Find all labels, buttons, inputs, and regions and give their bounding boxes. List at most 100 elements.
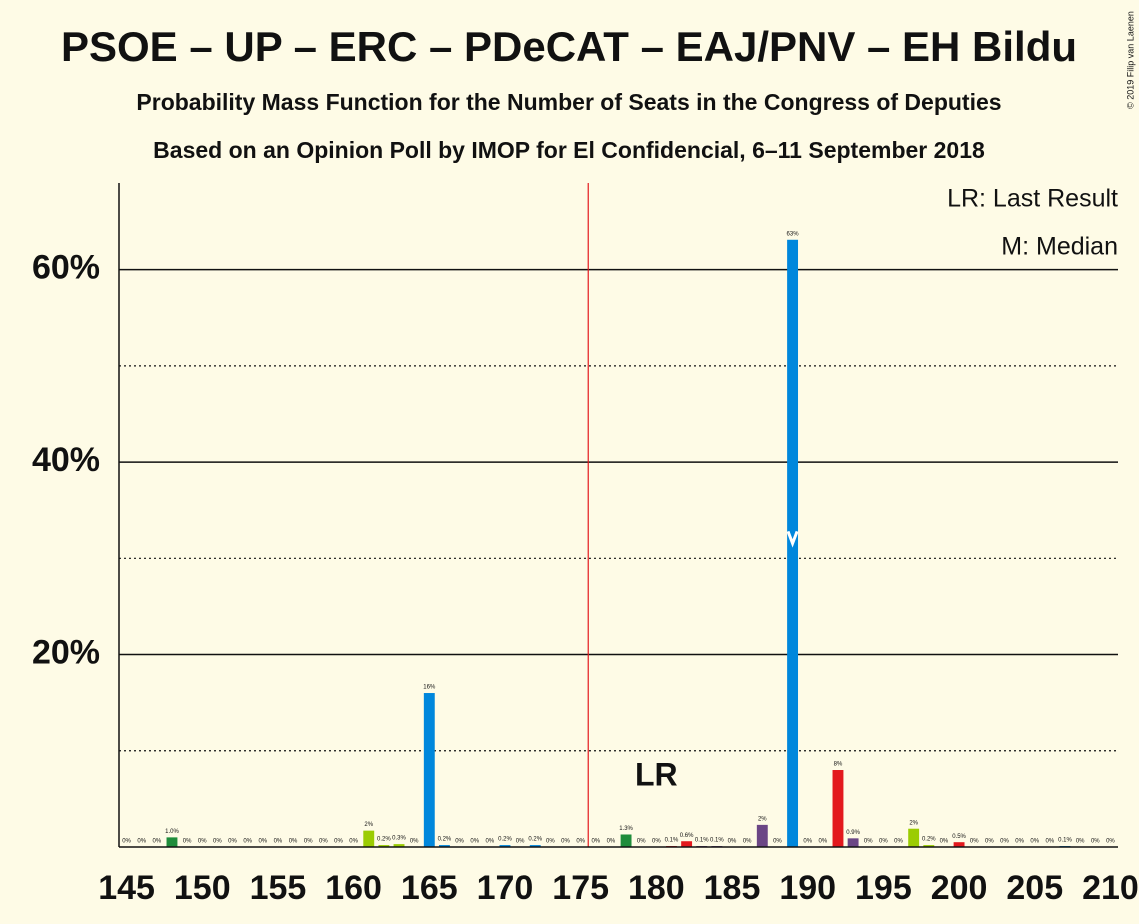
value-label: 0%	[122, 839, 131, 845]
value-label: 0%	[198, 839, 207, 845]
value-label: 0%	[879, 839, 888, 845]
copyright: © 2019 Filip van Laenen	[1125, 11, 1135, 109]
value-label: 0.2%	[528, 837, 542, 843]
value-label: 0%	[334, 839, 343, 845]
y-tick-label: 20%	[32, 634, 100, 672]
x-tick-label: 190	[779, 869, 836, 907]
value-label: 0%	[137, 839, 146, 845]
value-label: 0%	[1030, 839, 1039, 845]
value-label: 0%	[940, 839, 949, 845]
x-tick-label: 145	[98, 869, 155, 907]
x-tick-label: 155	[250, 869, 307, 907]
value-label: 0%	[1015, 839, 1024, 845]
value-label: 0%	[970, 839, 979, 845]
value-label: 0%	[864, 839, 873, 845]
value-label: 0.1%	[665, 838, 679, 844]
bar	[847, 838, 859, 847]
bar	[529, 845, 541, 847]
value-label: 16%	[423, 685, 436, 691]
legend-entry: LR: Last Result	[947, 185, 1118, 213]
value-label: 0%	[183, 839, 192, 845]
bar	[166, 837, 178, 847]
value-label: 8%	[834, 762, 843, 768]
bar	[620, 834, 632, 847]
bar	[423, 693, 435, 847]
value-label: 0.1%	[710, 838, 724, 844]
value-label: 0%	[546, 839, 555, 845]
y-tick-label: 40%	[32, 441, 100, 479]
value-label: 0%	[410, 839, 419, 845]
value-label: 0.2%	[438, 837, 452, 843]
value-label: 0%	[228, 839, 237, 845]
value-label: 0%	[1091, 839, 1100, 845]
value-label: 0.3%	[392, 836, 406, 842]
value-label: 0%	[773, 839, 782, 845]
chart-subtitle: Based on an Opinion Poll by IMOP for El …	[153, 137, 985, 163]
value-label: 0.1%	[695, 838, 709, 844]
value-label: 0%	[1076, 839, 1085, 845]
value-label: 0%	[652, 839, 661, 845]
bar	[438, 845, 450, 847]
x-tick-label: 175	[552, 869, 609, 907]
x-tick-label: 200	[931, 869, 988, 907]
bar	[393, 844, 405, 847]
x-tick-label: 165	[401, 869, 458, 907]
legend-entry: M: Median	[1001, 233, 1118, 261]
value-label: 0%	[803, 839, 812, 845]
value-label: 0%	[1000, 839, 1009, 845]
bar	[363, 830, 375, 847]
value-label: 0.2%	[498, 837, 512, 843]
bar	[832, 770, 844, 847]
bar	[681, 841, 693, 847]
x-tick-label: 205	[1006, 869, 1063, 907]
value-label: 0%	[243, 839, 252, 845]
bar	[953, 842, 965, 847]
value-label: 0%	[289, 839, 298, 845]
value-label: 0%	[258, 839, 267, 845]
value-label: 0%	[1046, 839, 1055, 845]
value-label: 0%	[274, 839, 283, 845]
value-label: 0%	[486, 839, 495, 845]
value-label: 0%	[561, 839, 570, 845]
x-tick-label: 210	[1082, 869, 1139, 907]
value-label: 2%	[364, 822, 373, 828]
value-label: 2%	[909, 820, 918, 826]
value-label: 0.6%	[680, 833, 694, 839]
chart-subtitle: Probability Mass Function for the Number…	[136, 89, 1001, 115]
value-label: 0%	[607, 839, 616, 845]
value-label: 0%	[213, 839, 222, 845]
value-label: 0%	[455, 839, 464, 845]
value-label: 0%	[728, 839, 737, 845]
value-label: 0.2%	[377, 837, 391, 843]
value-label: 0%	[819, 839, 828, 845]
x-tick-label: 170	[477, 869, 534, 907]
median-marker	[786, 530, 799, 548]
bar	[923, 845, 935, 847]
value-label: 0%	[894, 839, 903, 845]
value-label: 0%	[153, 839, 162, 845]
x-tick-label: 195	[855, 869, 912, 907]
value-label: 0.5%	[952, 834, 966, 840]
value-label: 0%	[470, 839, 479, 845]
x-tick-label: 160	[325, 869, 382, 907]
x-tick-label: 185	[704, 869, 761, 907]
value-label: 1.3%	[619, 826, 633, 832]
chart-title: PSOE – UP – ERC – PDeCAT – EAJ/PNV – EH …	[61, 23, 1077, 70]
value-label: 0%	[349, 839, 358, 845]
x-tick-label: 180	[628, 869, 685, 907]
value-label: 0%	[743, 839, 752, 845]
x-tick-label: 150	[174, 869, 231, 907]
y-tick-label: 60%	[32, 249, 100, 287]
value-label: 1.0%	[165, 829, 179, 835]
value-label: 2%	[758, 816, 767, 822]
value-label: 0%	[304, 839, 313, 845]
value-label: 63%	[787, 231, 800, 237]
value-label: 0.1%	[1058, 838, 1072, 844]
value-label: 0.9%	[846, 830, 860, 836]
bar	[756, 824, 768, 847]
value-label: 0%	[576, 839, 585, 845]
value-label: 0%	[637, 839, 646, 845]
bar	[908, 828, 920, 847]
value-label: 0%	[319, 839, 328, 845]
